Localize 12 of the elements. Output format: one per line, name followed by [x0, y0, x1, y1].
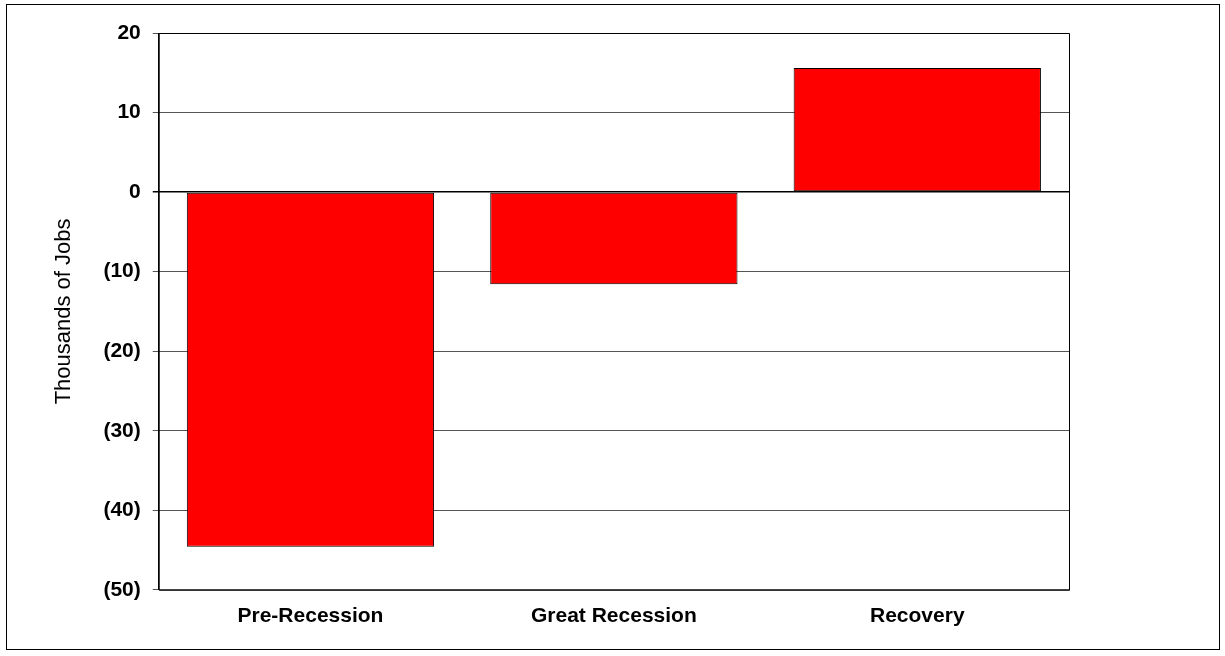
- y-tick-label: (40): [103, 497, 141, 521]
- y-axis-title: Thousands of Jobs: [50, 218, 76, 405]
- y-tick-label: 10: [117, 99, 141, 123]
- y-tick-label: 0: [129, 178, 141, 202]
- x-tick-label: Pre-Recession: [237, 603, 384, 627]
- y-tick-label: (10): [103, 258, 141, 282]
- y-tick-label: (50): [103, 576, 141, 600]
- y-tick-label: (20): [103, 337, 141, 361]
- x-tick-label: Great Recession: [531, 603, 697, 627]
- y-tick-label: 20: [117, 19, 141, 43]
- x-tick-label: Recovery: [870, 603, 965, 627]
- y-tick-label: (30): [103, 417, 141, 441]
